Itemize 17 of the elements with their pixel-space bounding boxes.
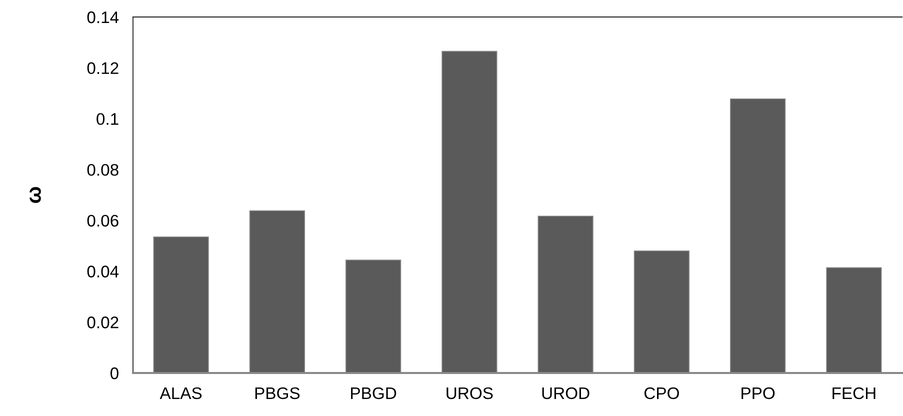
x-tick-label: CPO — [644, 387, 679, 400]
y-tick-label: 0.02 — [87, 316, 118, 328]
x-tick-label: PBGD — [351, 387, 396, 400]
y-tick-label: 0.08 — [87, 164, 118, 176]
y-tick-label: 0.12 — [87, 62, 118, 74]
x-tick-label: UROS — [446, 387, 493, 400]
y-tick-label: 0.1 — [96, 113, 118, 125]
x-tick-label: ALAS — [160, 387, 202, 400]
y-tick-label: 0.04 — [87, 266, 119, 278]
x-tick-label: PBGS — [255, 387, 300, 400]
x-tick-label: UROD — [542, 387, 590, 400]
y-tick-label: 0.14 — [87, 11, 119, 24]
y-tick-label: 0 — [110, 367, 118, 380]
x-tick-label: PPO — [742, 387, 775, 400]
y-axis-title: ω — [29, 187, 41, 203]
y-tick-label: 0.06 — [87, 214, 118, 227]
x-tick-label: FECH — [832, 387, 876, 400]
